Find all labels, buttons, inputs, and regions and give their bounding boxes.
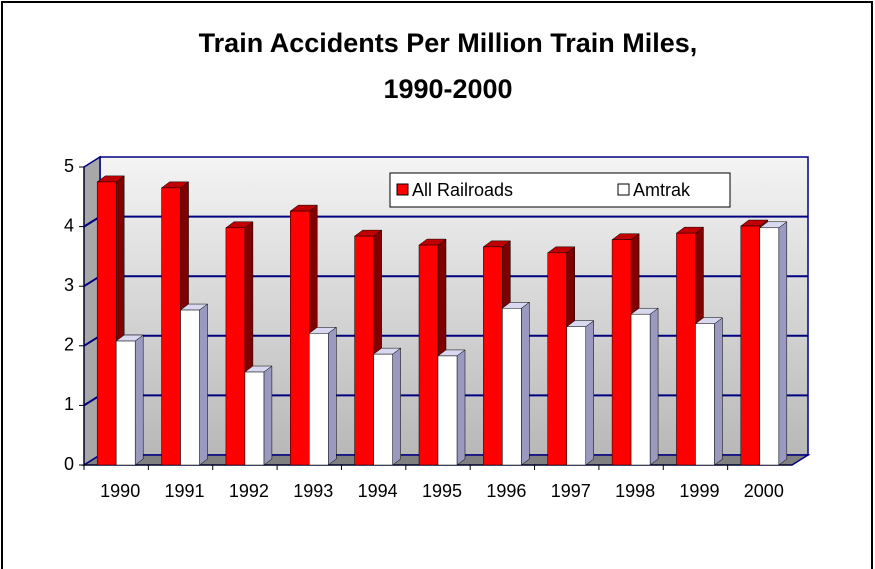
legend-box	[389, 172, 731, 208]
bar-front	[437, 355, 458, 466]
bar	[372, 347, 402, 466]
bar-side	[134, 334, 144, 466]
bar-front	[676, 232, 696, 466]
y-tick-label: 4	[64, 215, 74, 235]
x-tick-label: 1996	[486, 481, 526, 501]
bar	[308, 326, 338, 466]
bar-front	[244, 371, 265, 466]
bar-front	[483, 246, 503, 466]
bar-front	[759, 227, 780, 466]
bar-front	[96, 181, 117, 466]
bar-side	[649, 307, 659, 466]
bar	[565, 320, 595, 466]
bar-side	[778, 221, 788, 466]
bar-front	[740, 225, 761, 466]
bar	[501, 301, 531, 466]
bar-front	[418, 244, 439, 466]
bar-side	[456, 349, 466, 466]
x-tick-label: 1993	[293, 481, 333, 501]
x-tick-label: 1990	[100, 481, 140, 501]
bar	[630, 307, 659, 466]
legend-swatch	[396, 183, 409, 196]
x-tick-label: 1991	[165, 481, 205, 501]
x-tick-label: 1999	[679, 481, 719, 501]
bar	[675, 226, 705, 466]
bar-front	[354, 235, 374, 466]
legend-swatch	[617, 183, 630, 196]
bar-front	[566, 326, 586, 466]
chart-title: Train Accidents Per Million Train Miles,	[199, 28, 698, 58]
x-tick-label: 1998	[615, 481, 655, 501]
legend-label: All Railroads	[412, 180, 513, 200]
y-tick-label: 1	[64, 394, 74, 414]
bar-front	[695, 323, 715, 466]
bar-front	[373, 353, 393, 466]
x-tick-label: 1995	[422, 481, 462, 501]
bar-side	[585, 320, 594, 466]
bar-front	[611, 239, 632, 466]
bar	[437, 349, 466, 466]
bar	[115, 334, 144, 466]
bar-side	[521, 301, 530, 466]
bar-side	[392, 347, 401, 466]
bar-front	[630, 313, 651, 466]
x-tick-label: 1994	[358, 481, 398, 501]
legend-label: Amtrak	[633, 180, 691, 200]
bar-front	[290, 210, 310, 466]
bar-front	[180, 309, 200, 466]
bar-side	[328, 326, 337, 466]
bar-front	[547, 252, 567, 466]
bar	[759, 221, 788, 466]
y-tick-label: 2	[64, 335, 74, 355]
x-tick-label: 1992	[229, 481, 269, 501]
bar-front	[225, 227, 246, 466]
bar-front	[309, 333, 329, 466]
chart-subtitle: 1990-2000	[383, 74, 512, 104]
y-tick-label: 3	[64, 275, 74, 295]
y-tick-label: 5	[64, 156, 74, 176]
bar-front	[161, 187, 181, 466]
bar-front	[115, 340, 136, 466]
bar	[244, 365, 273, 466]
bar-front	[502, 308, 522, 466]
x-tick-label: 2000	[744, 481, 784, 501]
y-tick-label: 0	[64, 454, 74, 474]
bar	[179, 303, 209, 466]
x-tick-label: 1997	[551, 481, 591, 501]
bar-side	[199, 303, 208, 466]
bar-side	[263, 365, 273, 466]
bar-side	[714, 317, 723, 466]
bar	[694, 317, 724, 466]
